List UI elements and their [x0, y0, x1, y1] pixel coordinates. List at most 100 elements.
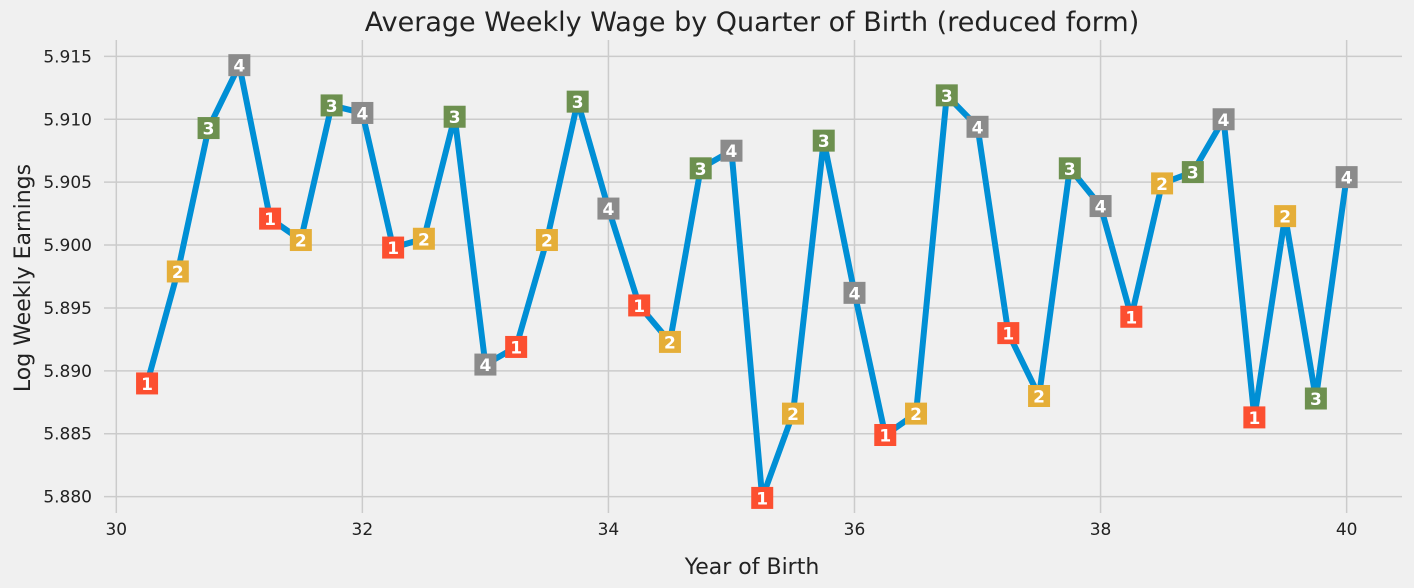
quarter-marker: 1 — [382, 236, 405, 259]
quarter-marker-label: 1 — [756, 489, 768, 509]
quarter-marker-box — [1120, 305, 1143, 328]
quarter-marker-label: 3 — [818, 132, 830, 152]
quarter-marker-label: 3 — [326, 97, 338, 117]
quarter-marker-box — [689, 157, 712, 180]
quarter-marker: 2 — [658, 330, 681, 353]
quarter-marker-box — [628, 294, 651, 317]
quarter-marker: 4 — [474, 353, 497, 376]
x-tick-label: 38 — [1090, 520, 1112, 540]
quarter-marker-box — [1089, 195, 1112, 218]
quarter-marker-label: 2 — [541, 232, 553, 252]
quarter-marker-label: 3 — [203, 120, 215, 140]
y-tick-label: 5.895 — [43, 299, 92, 319]
quarter-marker-label: 4 — [1095, 198, 1107, 218]
x-axis-label: Year of Birth — [684, 555, 820, 580]
quarter-marker-label: 4 — [603, 200, 615, 220]
quarter-marker-box — [1304, 387, 1327, 410]
quarter-marker: 3 — [935, 84, 958, 107]
quarter-marker: 4 — [1089, 195, 1112, 218]
quarter-marker: 1 — [259, 207, 282, 230]
quarter-marker-label: 4 — [1341, 169, 1353, 189]
quarter-marker-label: 2 — [1033, 388, 1045, 408]
quarter-marker-box — [997, 322, 1020, 345]
quarter-marker-label: 2 — [1279, 208, 1291, 228]
quarter-marker-label: 1 — [1125, 308, 1137, 328]
quarter-marker: 3 — [443, 105, 466, 128]
quarter-marker: 4 — [966, 115, 989, 138]
quarter-marker-label: 2 — [1156, 175, 1168, 195]
quarter-marker-box — [382, 236, 405, 259]
quarter-marker-box — [166, 260, 189, 283]
quarter-marker-box — [136, 372, 159, 395]
quarter-marker-label: 1 — [264, 210, 276, 230]
quarter-marker-label: 2 — [787, 405, 799, 425]
y-tick-label: 5.915 — [43, 47, 92, 67]
quarter-marker-box — [566, 90, 589, 113]
quarter-marker: 2 — [289, 229, 312, 252]
quarter-marker-label: 3 — [1064, 160, 1076, 180]
series-line — [144, 62, 1350, 501]
quarter-marker: 3 — [1181, 161, 1204, 184]
y-tick-label: 5.910 — [43, 110, 92, 130]
quarter-marker-box — [1243, 406, 1266, 429]
quarter-marker: 3 — [812, 129, 835, 152]
quarter-marker: 1 — [1243, 406, 1266, 429]
quarter-marker: 1 — [997, 322, 1020, 345]
x-tick-label: 34 — [598, 520, 620, 540]
quarter-marker: 3 — [566, 90, 589, 113]
quarter-marker-label: 3 — [941, 87, 953, 107]
quarter-marker: 4 — [351, 101, 374, 124]
quarter-marker-label: 2 — [295, 232, 307, 252]
quarter-marker-label: 1 — [510, 338, 522, 358]
quarter-marker: 4 — [228, 54, 251, 77]
quarter-marker-box — [197, 117, 220, 140]
quarter-marker: 4 — [1212, 108, 1235, 131]
quarter-marker-label: 4 — [849, 284, 861, 304]
quarter-marker-box — [443, 105, 466, 128]
quarter-marker: 4 — [720, 139, 743, 162]
quarter-marker-box — [935, 84, 958, 107]
y-tick-label: 5.890 — [43, 362, 92, 382]
quarter-marker-box — [905, 402, 928, 425]
quarter-marker-box — [412, 227, 435, 250]
quarter-marker-label: 1 — [1248, 409, 1260, 429]
tick-labels: 30 32 34 36 38 405.8805.8855.8905.8955.9005.9… — [43, 47, 1357, 540]
quarter-marker: 1 — [874, 424, 897, 447]
x-tick-label: 36 — [844, 520, 866, 540]
quarter-marker: 3 — [689, 157, 712, 180]
quarter-marker: 2 — [166, 260, 189, 283]
quarter-marker-box — [474, 353, 497, 376]
quarter-marker: 1 — [751, 486, 774, 509]
quarter-marker: 3 — [1058, 157, 1081, 180]
quarter-marker: 2 — [535, 229, 558, 252]
quarter-marker-box — [1058, 157, 1081, 180]
y-tick-label: 5.905 — [43, 173, 92, 193]
quarter-marker-label: 3 — [572, 93, 584, 113]
quarter-marker-box — [1212, 108, 1235, 131]
grid — [104, 40, 1402, 513]
quarter-marker-label: 3 — [1310, 390, 1322, 410]
quarter-marker-box — [259, 207, 282, 230]
quarter-marker-box — [658, 330, 681, 353]
y-tick-label: 5.880 — [43, 488, 92, 508]
quarter-marker-box — [1151, 172, 1174, 195]
quarter-marker-box — [966, 115, 989, 138]
quarter-marker-box — [843, 281, 866, 304]
quarter-marker-box — [1335, 166, 1358, 189]
quarter-marker-box — [751, 486, 774, 509]
quarter-marker-box — [1028, 385, 1051, 408]
x-tick-label: 40 — [1336, 520, 1358, 540]
quarter-marker-box — [535, 229, 558, 252]
quarter-marker: 1 — [505, 335, 528, 358]
quarter-marker: 1 — [136, 372, 159, 395]
quarter-marker: 2 — [905, 402, 928, 425]
quarter-marker: 1 — [628, 294, 651, 317]
y-tick-label: 5.900 — [43, 236, 92, 256]
series-polyline — [144, 62, 1350, 501]
y-tick-label: 5.885 — [43, 425, 92, 445]
quarter-marker-label: 3 — [449, 108, 461, 128]
quarter-marker-box — [228, 54, 251, 77]
quarter-marker-box — [505, 335, 528, 358]
quarter-marker-box — [1181, 161, 1204, 184]
